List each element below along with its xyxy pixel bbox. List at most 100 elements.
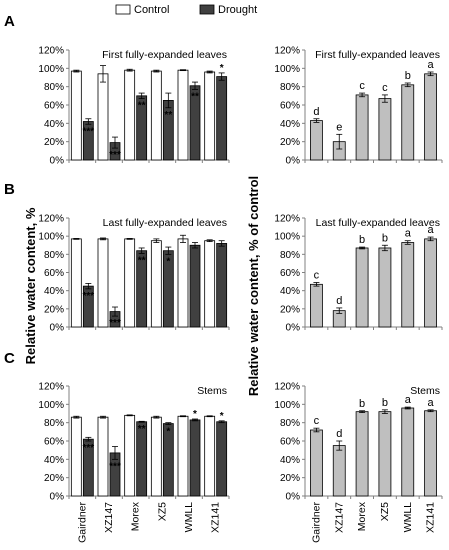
x-tick-label-gairdner: Gairdner (76, 502, 88, 543)
y-tick-label: 120% (274, 46, 300, 57)
panel-a-left: 0% 20% 40% 60% 80% 100% 120% First fully-expand… (38, 46, 230, 167)
letter-group-label: b (382, 232, 388, 244)
bar-control-xz5 (150, 416, 162, 497)
y-tick-label: 40% (280, 286, 300, 297)
x-tick-label-xz141: XZ141 (210, 502, 222, 533)
significance-label: ** (138, 255, 146, 266)
letter-group-label: a (405, 394, 412, 406)
row-label-a: A (4, 13, 15, 30)
y-tick-label: 80% (280, 418, 300, 429)
y-tick-label: 20% (44, 137, 64, 148)
bar-control-morex (124, 238, 136, 328)
bar-relative-xz5 (378, 98, 392, 161)
panel-title: First fully-expanded leaves (102, 49, 227, 61)
y-tick-label: 60% (280, 268, 300, 279)
x-tick-label-morex: Morex (356, 501, 368, 531)
letter-group-label: d (313, 106, 319, 118)
significance-label: *** (82, 291, 94, 302)
legend-swatch-drought (199, 4, 215, 15)
x-tick-label-morex: Morex (130, 501, 142, 531)
bar-relative-xz5 (378, 411, 392, 497)
significance-label: ** (138, 424, 146, 435)
y-tick-label: 120% (38, 46, 64, 57)
y-tick-label: 60% (44, 437, 64, 448)
significance-label: ** (164, 110, 172, 121)
letter-group-label: b (382, 397, 388, 409)
y-tick-label: 20% (44, 304, 64, 315)
bar-control-wmll (177, 238, 189, 328)
y-tick-label: 0% (286, 492, 301, 503)
bar-drought-xz141 (216, 243, 228, 328)
y-tick-label: 100% (274, 400, 300, 411)
significance-label: *** (109, 461, 121, 472)
significance-label: * (220, 63, 224, 74)
row-label-c: C (4, 350, 15, 367)
letter-group-label: c (382, 82, 388, 94)
significance-label: *** (109, 150, 121, 161)
significance-label: * (166, 427, 170, 438)
bar-control-morex (124, 414, 136, 497)
bar-relative-xz5 (378, 247, 392, 328)
panel-b-left: 0% 20% 40% 60% 80% 100% 120% Last fully-expande… (38, 214, 230, 334)
y-tick-label: 0% (50, 156, 65, 167)
bar-relative-gairdner (310, 120, 323, 161)
y-tick-label: 80% (44, 82, 64, 93)
y-tick-label: 20% (44, 473, 64, 484)
y-tick-label: 0% (286, 156, 301, 167)
y-tick-label: 120% (38, 382, 64, 393)
bar-control-gairdner (70, 416, 82, 497)
bar-relative-xz141 (424, 238, 437, 328)
letter-group-label: a (428, 397, 435, 409)
letter-group-label: e (336, 121, 342, 133)
panel-title: Last fully-expanded leaves (103, 217, 227, 229)
y-tick-label: 120% (38, 214, 64, 225)
bar-relative-xz141 (424, 73, 437, 161)
y-tick-label: 20% (280, 137, 300, 148)
letter-group-label: d (336, 295, 342, 307)
y-tick-label: 80% (280, 82, 300, 93)
left-y-axis-label: Relative water content, % (23, 207, 38, 364)
letter-group-label: a (428, 224, 435, 236)
x-tick-label-xz141: XZ141 (425, 502, 437, 533)
y-tick-label: 60% (44, 101, 64, 112)
bar-control-xz147 (97, 73, 109, 161)
y-tick-label: 20% (280, 304, 300, 315)
letter-group-label: c (314, 415, 320, 427)
legend-label-control: Control (134, 4, 169, 16)
bar-drought-wmll (189, 419, 201, 497)
x-tick-labels-right: Gairdner XZ147 Morex XZ5 WMLL XZ141 (310, 501, 436, 543)
bar-control-xz141 (204, 71, 216, 161)
panel-title: Stems (197, 385, 227, 397)
significance-label: * (193, 409, 197, 420)
y-tick-label: 60% (44, 268, 64, 279)
y-tick-label: 100% (38, 400, 64, 411)
letter-group-label: c (314, 269, 320, 281)
panel-title: First fully-expanded leaves (315, 49, 440, 61)
y-tick-label: 0% (50, 323, 65, 334)
y-tick-label: 40% (44, 119, 64, 130)
significance-label: *** (109, 318, 121, 329)
y-tick-label: 40% (280, 119, 300, 130)
bar-drought-xz141 (216, 421, 228, 497)
bar-relative-wmll (401, 407, 415, 497)
letter-group-label: a (428, 59, 435, 71)
y-tick-label: 80% (44, 418, 64, 429)
significance-label: ** (191, 91, 199, 102)
y-tick-label: 100% (274, 64, 300, 75)
legend: Control Drought (115, 4, 257, 16)
panel-a-right: 0% 20% 40% 60% 80% 100% 120% First fully-expand… (274, 46, 443, 167)
panel-c-right: 0% 20% 40% 60% 80% 100% 120% Stems c d b b a a (274, 382, 443, 503)
panel-b-right: 0% 20% 40% 60% 80% 100% 120% Last fully-expande… (274, 214, 443, 334)
x-tick-label-xz5: XZ5 (156, 502, 168, 521)
letter-group-label: d (336, 428, 342, 440)
significance-label: *** (82, 126, 94, 137)
bar-control-xz147 (97, 238, 109, 328)
y-tick-label: 100% (38, 64, 64, 75)
letter-group-label: b (405, 70, 411, 82)
letter-group-label: b (359, 398, 365, 410)
bar-relative-xz147 (332, 445, 346, 497)
x-tick-label-xz5: XZ5 (379, 502, 391, 521)
x-tick-label-xz147: XZ147 (103, 502, 115, 533)
y-tick-label: 120% (274, 214, 300, 225)
x-tick-label-wmll: WMLL (402, 502, 414, 532)
